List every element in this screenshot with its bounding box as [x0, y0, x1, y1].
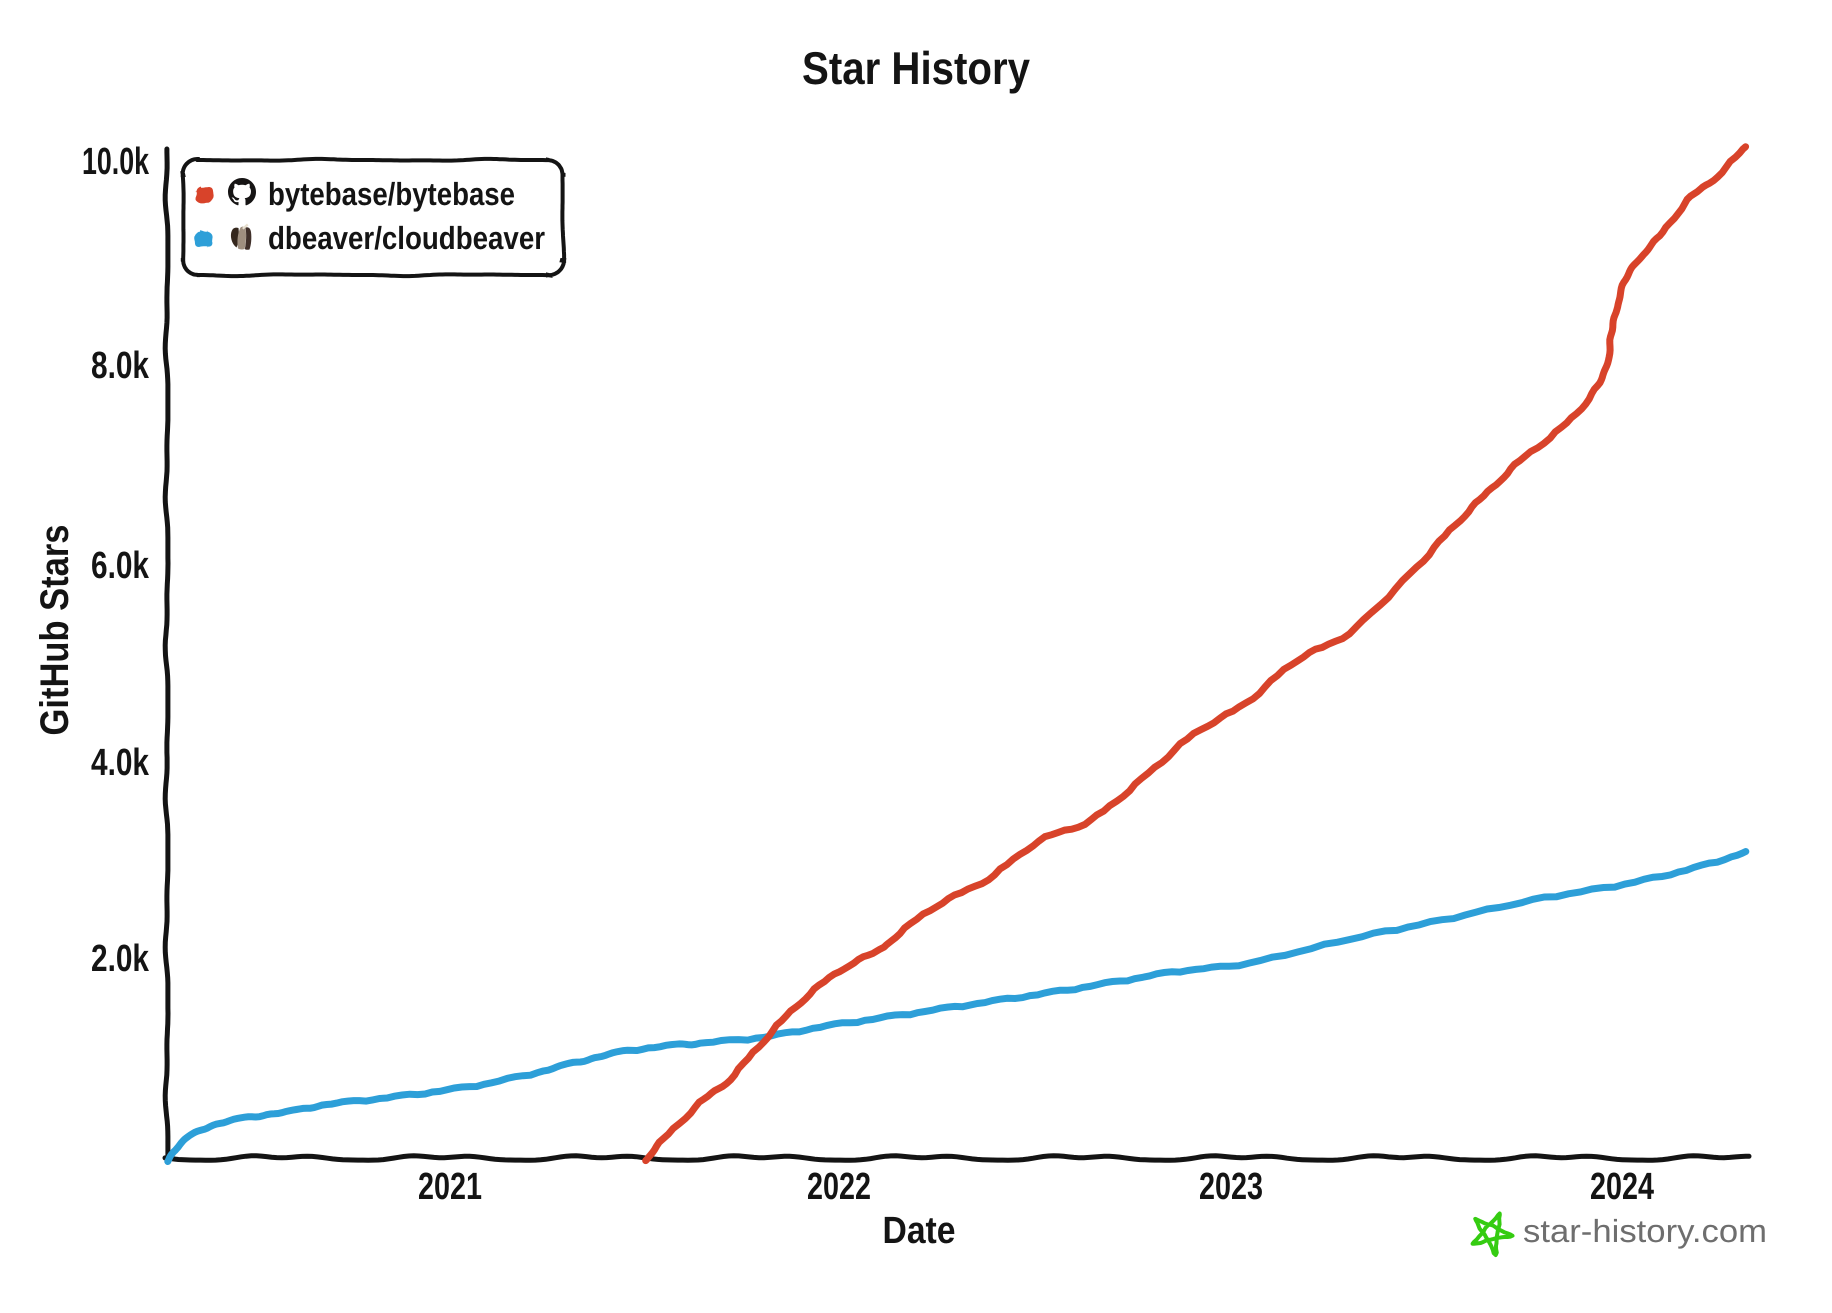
svg-text:2024: 2024 [1590, 1166, 1654, 1208]
svg-text:star-history.com: star-history.com [1523, 1213, 1767, 1249]
svg-text:2.0k: 2.0k [91, 938, 150, 980]
svg-text:2022: 2022 [807, 1166, 871, 1208]
svg-text:bytebase/bytebase: bytebase/bytebase [268, 176, 515, 212]
svg-text:GitHub Stars: GitHub Stars [33, 525, 77, 736]
svg-text:2021: 2021 [418, 1166, 482, 1208]
svg-text:dbeaver/cloudbeaver: dbeaver/cloudbeaver [268, 220, 545, 256]
svg-text:8.0k: 8.0k [91, 345, 150, 387]
svg-text:2023: 2023 [1199, 1166, 1263, 1208]
svg-text:10.0k: 10.0k [82, 141, 150, 183]
svg-text:6.0k: 6.0k [91, 545, 150, 587]
svg-text:4.0k: 4.0k [91, 742, 150, 784]
svg-text:Date: Date [883, 1210, 956, 1252]
svg-text:Star History: Star History [802, 42, 1030, 94]
